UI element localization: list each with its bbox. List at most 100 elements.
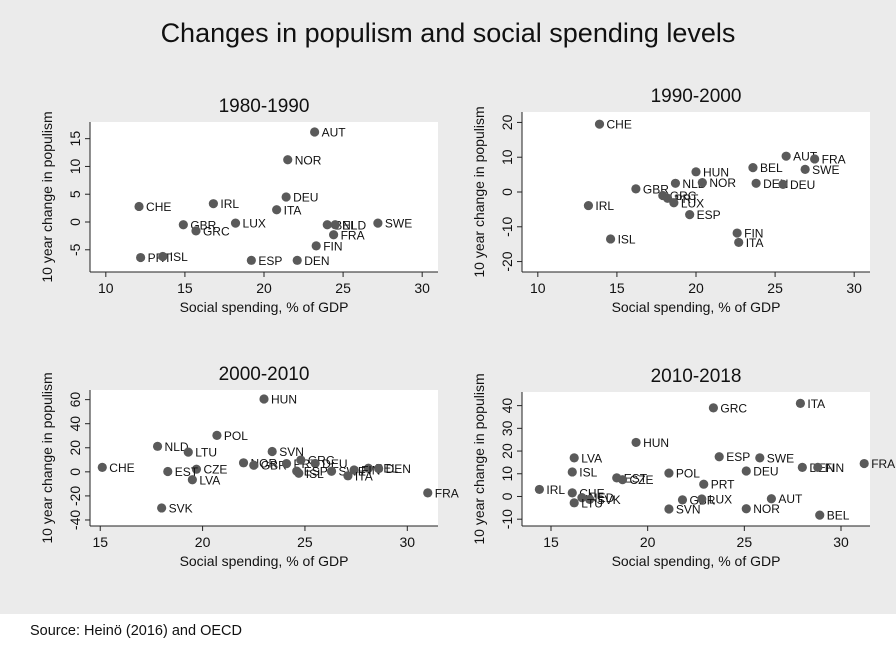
y-tick-label: 10 bbox=[499, 466, 515, 482]
point-label-grc: GRC bbox=[720, 401, 747, 415]
data-point-fin bbox=[813, 462, 823, 473]
x-tick-label: 25 bbox=[335, 280, 351, 296]
point-label-fra: FRA bbox=[341, 228, 365, 242]
point-label-prt: PRT bbox=[711, 478, 735, 492]
point-label-fin: FIN bbox=[744, 227, 763, 241]
x-tick-label: 25 bbox=[737, 534, 753, 550]
point-label-lva: LVA bbox=[199, 473, 220, 487]
data-point-cze bbox=[617, 475, 628, 485]
data-point-fra bbox=[859, 458, 869, 469]
x-tick-label: 25 bbox=[297, 534, 313, 550]
point-label-fra: FRA bbox=[871, 457, 895, 471]
data-point-fin bbox=[311, 241, 321, 251]
data-point-hun bbox=[259, 394, 269, 404]
page-title: Changes in populism and social spending … bbox=[160, 18, 736, 48]
data-point-fin bbox=[732, 228, 742, 238]
data-point-swe bbox=[800, 164, 810, 174]
scatter-panel-2010-2018: 2010-2018 15 20 25 30 Social spending, % of G… bbox=[471, 366, 895, 569]
point-label-esp: ESP bbox=[726, 450, 750, 464]
x-tick-label: 30 bbox=[414, 280, 430, 296]
scatter-panel-1990-2000: 1990-2000 10 15 20 25 30 Social spending, % of… bbox=[471, 86, 870, 315]
data-point-fin bbox=[349, 465, 359, 475]
y-tick-label: 10 bbox=[499, 149, 515, 165]
data-point-bel bbox=[815, 510, 825, 520]
point-label-esp: ESP bbox=[697, 208, 721, 222]
data-point-gbr bbox=[249, 460, 259, 470]
data-point-esp bbox=[246, 255, 256, 265]
point-label-che: CHE bbox=[607, 118, 632, 132]
panel-title: 1990-2000 bbox=[651, 86, 742, 107]
data-point-pol bbox=[664, 468, 674, 478]
point-label-grc: GRC bbox=[203, 224, 230, 238]
y-axis-label: 10 year change in populism bbox=[39, 372, 55, 543]
data-point-nld bbox=[152, 441, 163, 451]
x-tick-label: 15 bbox=[177, 280, 193, 296]
chart-frame: Changes in populism and social spending … bbox=[0, 0, 896, 614]
point-label-deu: DEU bbox=[753, 465, 778, 479]
data-point-swe bbox=[326, 466, 337, 476]
data-point-grc bbox=[708, 403, 718, 413]
point-label-irl: IRL bbox=[220, 197, 239, 211]
data-point-ita bbox=[343, 471, 353, 481]
data-point-grc bbox=[191, 226, 201, 236]
y-tick-label: 20 bbox=[499, 114, 515, 130]
y-tick-label: 30 bbox=[499, 420, 515, 436]
data-point-irl bbox=[208, 199, 218, 209]
data-point-nor bbox=[238, 458, 249, 468]
point-label-isl: ISL bbox=[306, 467, 324, 481]
point-label-gbr: GBR bbox=[261, 459, 287, 473]
data-point-aut bbox=[310, 127, 320, 137]
plot-area bbox=[522, 392, 870, 526]
point-label-aut: AUT bbox=[778, 492, 803, 506]
point-label-fra: FRA bbox=[435, 486, 459, 500]
point-label-den: DEN bbox=[304, 254, 329, 268]
data-point-deu bbox=[741, 466, 751, 476]
point-label-lux: LUX bbox=[709, 492, 732, 506]
data-point-isl bbox=[605, 234, 616, 244]
data-point-che bbox=[567, 488, 577, 498]
point-label-deu: DEU bbox=[322, 457, 347, 471]
data-point-bel bbox=[322, 220, 332, 230]
y-tick-label: 0 bbox=[499, 492, 515, 500]
data-point-aut bbox=[766, 494, 776, 504]
data-point-svn bbox=[267, 446, 277, 457]
point-label-nld: NLD bbox=[165, 440, 189, 454]
data-point-lux bbox=[697, 494, 707, 504]
x-tick-label: 15 bbox=[92, 534, 108, 550]
data-point-prt bbox=[281, 459, 292, 469]
y-tick-label: 20 bbox=[499, 443, 515, 459]
y-tick-label: -10 bbox=[499, 509, 515, 529]
data-point-svn bbox=[664, 504, 674, 514]
point-label-ita: ITA bbox=[355, 469, 373, 483]
y-axis-label: 10 year change in populism bbox=[39, 111, 55, 282]
y-tick-label: -20 bbox=[67, 486, 83, 506]
data-point-den bbox=[292, 255, 302, 265]
point-label-pol: POL bbox=[676, 467, 700, 481]
y-tick-label: -20 bbox=[499, 251, 515, 271]
panel-title: 2000-2010 bbox=[219, 364, 310, 385]
point-label-fin: FIN bbox=[323, 239, 342, 253]
data-point-nor bbox=[741, 504, 751, 514]
point-label-che: CHE bbox=[146, 200, 171, 214]
point-label-irl: IRL bbox=[595, 199, 614, 213]
x-tick-label: 30 bbox=[846, 280, 862, 296]
data-point-cze bbox=[191, 464, 202, 474]
y-tick-label: 15 bbox=[67, 131, 83, 147]
data-point-lva bbox=[187, 475, 197, 485]
y-axis-label: 10 year change in populism bbox=[471, 106, 487, 277]
plot-area bbox=[90, 390, 438, 526]
y-tick-label: -10 bbox=[499, 216, 515, 236]
y-axis-label: 10 year change in populism bbox=[471, 373, 487, 544]
data-point-nor bbox=[283, 155, 293, 165]
x-tick-label: 20 bbox=[256, 280, 272, 296]
data-point-deu bbox=[281, 192, 291, 202]
point-label-svn: SVN bbox=[279, 445, 304, 459]
point-label-nor: NOR bbox=[753, 502, 780, 516]
x-axis-label: Social spending, % of GDP bbox=[180, 299, 349, 315]
data-point-prt bbox=[136, 252, 146, 263]
data-point-che bbox=[594, 119, 605, 129]
point-label-den: DEN bbox=[386, 462, 411, 476]
data-point-gbr bbox=[631, 184, 641, 194]
x-tick-label: 10 bbox=[98, 280, 114, 296]
data-point-prt bbox=[699, 479, 709, 489]
